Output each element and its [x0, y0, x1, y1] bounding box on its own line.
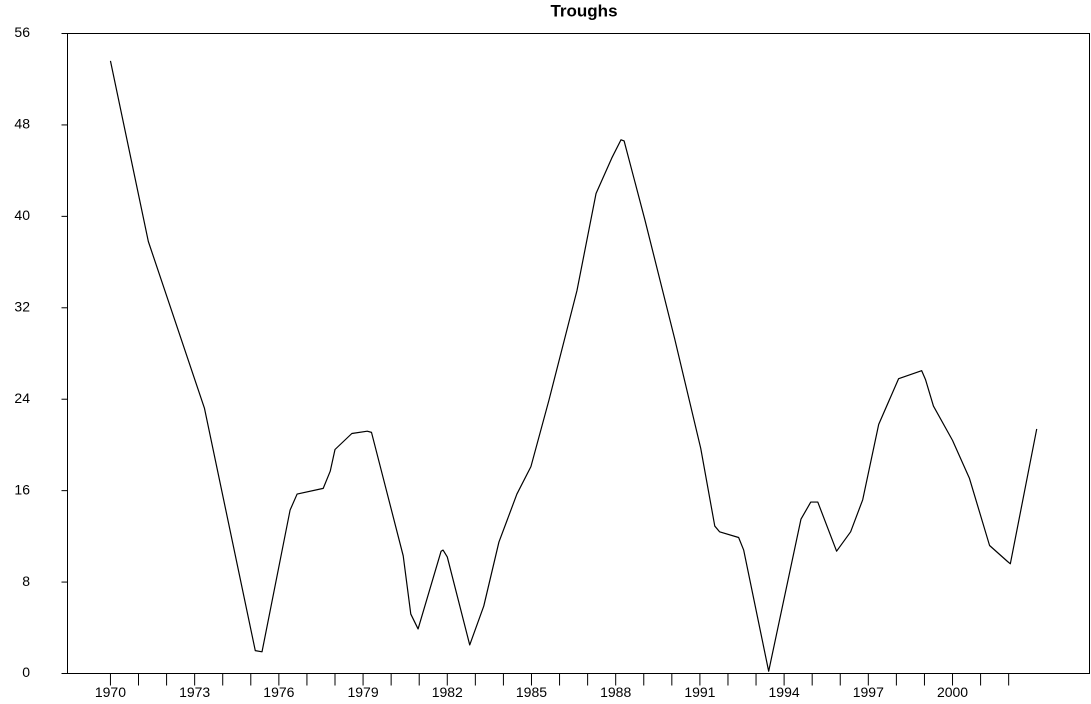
chart-title: Troughs [550, 1, 617, 20]
x-tick-label: 1988 [600, 684, 631, 700]
x-tick-label: 1985 [516, 684, 547, 700]
x-tick-label: 1982 [432, 684, 463, 700]
x-tick-label: 2000 [937, 684, 968, 700]
line [109, 60, 1038, 672]
x-tick-label: 1979 [347, 684, 378, 700]
plot-frame [67, 33, 1090, 674]
y-tick-label: 24 [14, 390, 30, 406]
y-tick-label: 32 [14, 298, 30, 314]
y-tick-label: 40 [14, 207, 30, 223]
x-tick-label: 1973 [179, 684, 210, 700]
x-tick-label: 1991 [684, 684, 715, 700]
x-tick-label: 1970 [95, 684, 126, 700]
y-tick-label: 48 [14, 116, 30, 132]
y-tick-label: 8 [22, 573, 30, 589]
x-tick-label: 1994 [769, 684, 800, 700]
y-tick-label: 56 [14, 24, 30, 40]
y-tick-label: 16 [14, 481, 30, 497]
x-tick-label: 1997 [853, 684, 884, 700]
x-tick-label: 1976 [263, 684, 294, 700]
y-tick-label: 0 [22, 664, 30, 680]
